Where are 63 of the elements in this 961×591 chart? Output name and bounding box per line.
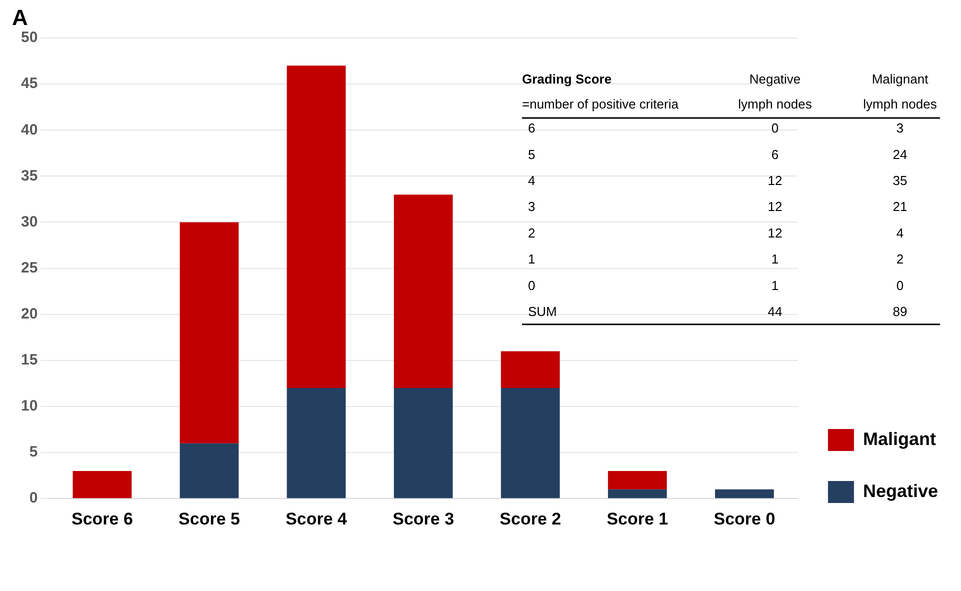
annotation: 1	[528, 252, 536, 267]
text: 2	[896, 252, 904, 267]
annotation: 44	[768, 304, 782, 319]
annotation: 3	[528, 199, 536, 214]
annotation: 6	[528, 120, 536, 136]
y-tick-label: 30	[20, 213, 38, 230]
annotation: 1	[771, 278, 779, 293]
annotation: 2	[528, 225, 536, 240]
annotation: Grading Score	[522, 72, 612, 87]
text: 4	[896, 225, 904, 240]
text: 89	[892, 304, 908, 319]
bar	[608, 489, 667, 498]
annotation: 0	[528, 278, 536, 293]
bar	[394, 388, 453, 498]
annotation: SUM	[528, 304, 557, 319]
bar	[715, 489, 774, 498]
legend-label: Maligant	[862, 428, 936, 449]
y-tick-label: 50	[20, 29, 38, 46]
annotation: lymph nodes	[738, 96, 812, 112]
y-tick-label: 5	[29, 444, 38, 461]
y-tick-label: 35	[20, 167, 38, 184]
x-tick-label: Score 1	[606, 509, 668, 528]
annotation: =number of positive criteria	[522, 96, 680, 112]
bar	[500, 388, 560, 498]
y-tick-label: 40	[20, 121, 38, 138]
bar	[394, 194, 453, 388]
bar	[608, 470, 667, 490]
legend-label: Negative	[862, 480, 938, 501]
bar	[180, 222, 239, 444]
y-tick-label: 10	[20, 398, 38, 415]
y-tick-label: 0	[29, 490, 38, 507]
x-tick-label: Score 0	[714, 509, 776, 528]
annotation: 6	[771, 146, 779, 162]
y-tick-label: 25	[20, 259, 38, 276]
bar	[286, 388, 346, 498]
annotation: 12	[768, 172, 782, 188]
x-tick-label: Score 6	[71, 509, 133, 528]
text: 35	[892, 172, 908, 188]
text: lymph nodes	[863, 96, 938, 112]
y-tick-label: 20	[20, 306, 38, 322]
bar	[180, 443, 239, 498]
x-tick-label: Score 5	[178, 509, 240, 528]
annotation: 12	[768, 225, 782, 240]
x-tick-label: Score 4	[286, 509, 348, 528]
x-tick-label: Score 3	[392, 509, 454, 528]
bar	[286, 66, 346, 388]
annotation: 0	[771, 120, 779, 136]
text: 3	[896, 120, 904, 136]
annotation: Negative	[749, 72, 801, 87]
y-tick-label: 15	[20, 352, 38, 369]
x-tick-label: Score 2	[500, 509, 562, 528]
y-tick-label: 45	[20, 75, 38, 92]
annotation: 1	[771, 252, 779, 267]
text: 21	[892, 199, 908, 214]
bar	[72, 470, 132, 498]
annotation: 5	[528, 146, 536, 162]
text: 24	[892, 146, 908, 162]
text: A	[12, 5, 28, 30]
text: 0	[896, 278, 904, 293]
annotation: 4	[528, 172, 536, 188]
annotation: 12	[768, 199, 782, 214]
bar	[500, 351, 560, 388]
text: Malignant	[872, 72, 929, 87]
